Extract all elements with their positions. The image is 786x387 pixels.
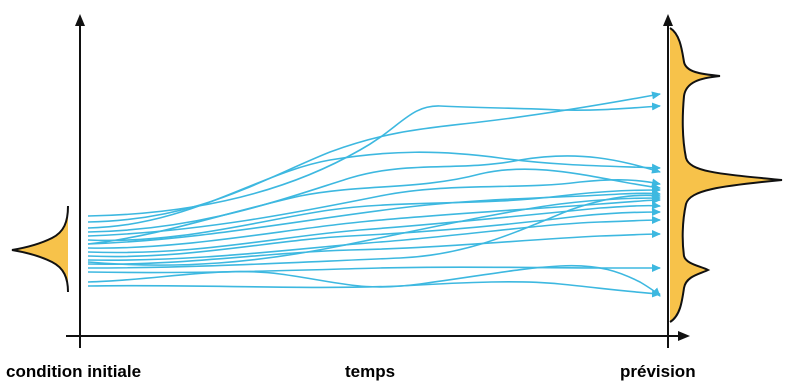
trajectories (87, 91, 661, 298)
trajectory (87, 230, 661, 265)
trajectory (87, 264, 661, 297)
trajectory (87, 194, 661, 266)
trajectory (87, 264, 661, 274)
trajectory (87, 178, 661, 237)
forecast-distribution (669, 27, 783, 323)
trajectory (87, 281, 661, 298)
time-label: temps (345, 362, 396, 381)
trajectory (87, 196, 661, 249)
trajectory (87, 102, 661, 217)
trajectory (87, 151, 661, 229)
initial-distribution (11, 205, 69, 293)
trajectory (87, 189, 661, 245)
left-axis-arrowhead (75, 14, 85, 26)
forecast-label: prévision (620, 362, 696, 381)
axes (66, 14, 690, 348)
initial-condition-label: condition initiale (6, 362, 142, 381)
trajectory (87, 168, 661, 245)
trajectory (87, 216, 661, 261)
trajectory (87, 186, 661, 242)
right-axis-arrowhead (663, 14, 673, 26)
time-axis-arrowhead (678, 331, 690, 341)
trajectory (87, 201, 661, 254)
